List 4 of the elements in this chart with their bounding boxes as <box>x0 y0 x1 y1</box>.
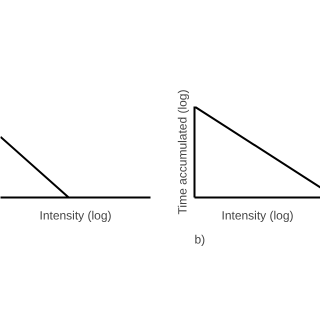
x-axis-title: Intensity (log) <box>39 208 112 222</box>
y-axis-title: Time accumulated (log) <box>176 90 190 214</box>
text: b) <box>194 232 206 246</box>
x-axis-title: Intensity (log) <box>221 208 294 222</box>
